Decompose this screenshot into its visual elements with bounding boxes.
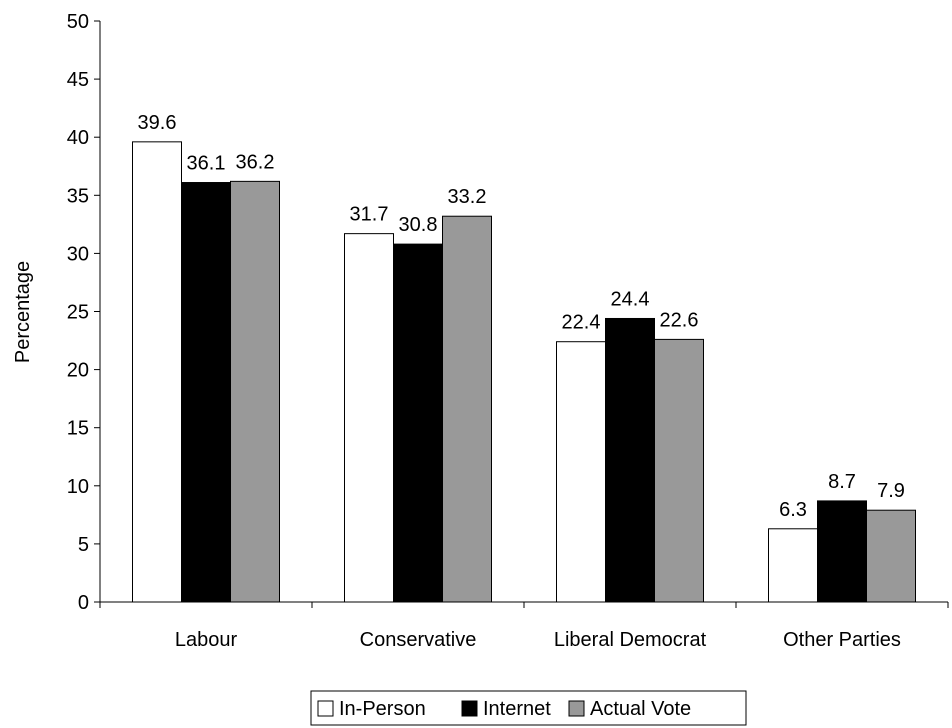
x-ticks-group: Labour Conservative Liberal Democrat Other …	[99, 602, 949, 651]
y-tick-label: 10	[67, 476, 89, 498]
y-tick-label: 30	[67, 243, 89, 265]
y-axis-label: Percentage	[12, 261, 34, 363]
bar	[393, 243, 443, 603]
bar-value-label: 33.2	[448, 186, 487, 208]
y-tick-label: 50	[67, 11, 89, 33]
legend-swatch	[461, 700, 478, 717]
y-ticks-group: 0 5 10 15 20 25 30 35 40 45 50	[67, 11, 100, 614]
legend-label: Actual Vote	[590, 698, 691, 720]
bar-value-label: 6.3	[779, 499, 807, 521]
bar	[654, 338, 704, 603]
legend-label: In-Person	[339, 698, 426, 720]
bar-value-label: 22.6	[660, 309, 699, 331]
bar-value-label: 31.7	[350, 204, 389, 226]
bar-value-label: 8.7	[828, 471, 856, 493]
bar	[768, 528, 818, 603]
legend: In-Person Internet Actual Vote	[310, 690, 747, 726]
legend-swatch	[568, 700, 585, 717]
legend-label: Internet	[483, 698, 551, 720]
bar-value-label: 24.4	[611, 288, 650, 310]
bar	[442, 215, 492, 603]
y-tick-label: 5	[78, 534, 89, 556]
bar	[344, 233, 394, 603]
bar	[132, 141, 182, 603]
y-tick-label: 35	[67, 185, 89, 207]
x-category-label: Other Parties	[783, 629, 901, 651]
bar-value-label: 7.9	[877, 480, 905, 502]
bars-group	[132, 141, 916, 603]
bar	[605, 317, 655, 603]
y-tick-label: 45	[67, 69, 89, 91]
bar-value-label: 22.4	[562, 312, 601, 334]
bar-value-label: 36.1	[187, 153, 226, 175]
y-tick-label: 25	[67, 302, 89, 324]
bar	[181, 182, 231, 603]
y-tick-label: 0	[78, 592, 89, 614]
x-category-label: Liberal Democrat	[554, 629, 707, 651]
bar-value-label: 30.8	[399, 214, 438, 236]
bar	[556, 341, 606, 603]
legend-frame	[310, 690, 747, 726]
bar	[817, 500, 867, 603]
x-category-label: Conservative	[360, 629, 477, 651]
y-tick-label: 40	[67, 127, 89, 149]
bar-value-label: 36.2	[236, 151, 275, 173]
bar-value-label: 39.6	[138, 112, 177, 134]
x-category-label: Labour	[175, 629, 238, 651]
legend-swatch	[317, 700, 334, 717]
bar	[866, 509, 916, 603]
y-tick-label: 15	[67, 418, 89, 440]
bar	[230, 180, 280, 603]
value-labels-group: 39.6 36.1 36.2 31.7 30.8 33.2 22.4 24.4 22.6 6.3 8…	[138, 112, 905, 521]
y-tick-label: 20	[67, 360, 89, 382]
